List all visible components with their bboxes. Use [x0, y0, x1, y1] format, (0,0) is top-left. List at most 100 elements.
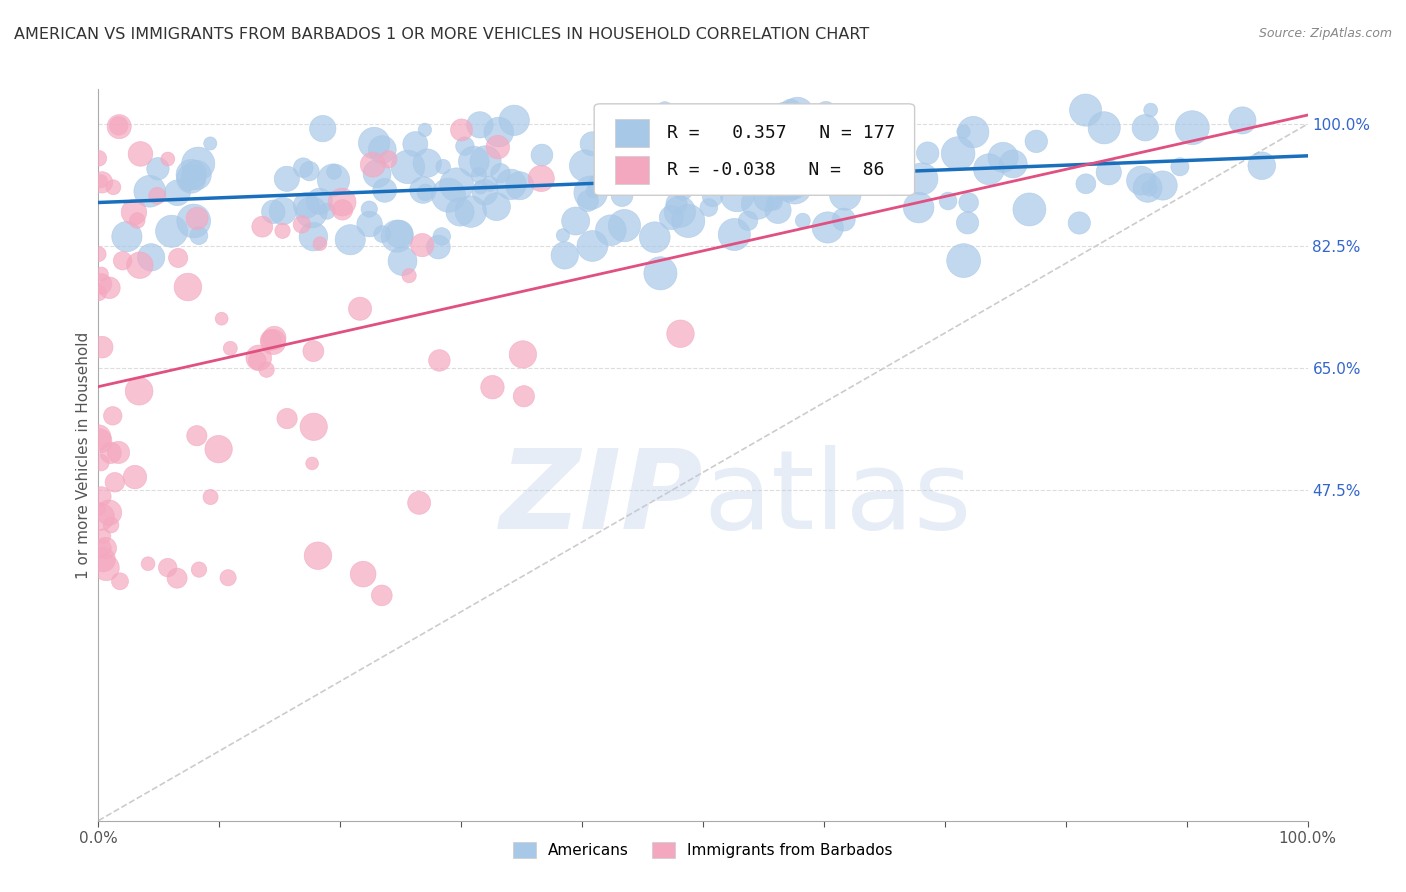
Point: [956, 216, 979, 230]
Point: [90, 490, 112, 504]
Point: [957, 195, 980, 210]
Point: [576, 194, 599, 208]
Point: [599, 223, 621, 237]
Point: [613, 219, 636, 233]
Point: [391, 254, 413, 268]
Point: [91, 541, 114, 555]
Point: [124, 470, 146, 484]
Point: [474, 154, 496, 169]
Point: [685, 170, 707, 185]
FancyBboxPatch shape: [614, 156, 648, 184]
Point: [309, 236, 332, 251]
Point: [108, 120, 131, 134]
Point: [1168, 160, 1191, 174]
Point: [330, 195, 353, 210]
Point: [122, 205, 145, 219]
Point: [262, 334, 284, 349]
Legend: Americans, Immigrants from Barbados: Americans, Immigrants from Barbados: [508, 836, 898, 864]
Point: [637, 174, 659, 188]
Point: [302, 344, 325, 359]
Point: [1018, 202, 1040, 217]
Point: [817, 220, 839, 235]
Point: [884, 172, 907, 186]
Point: [779, 103, 801, 117]
Point: [187, 157, 209, 171]
Point: [323, 165, 346, 179]
Point: [485, 200, 508, 214]
Point: [633, 134, 655, 148]
Point: [554, 248, 576, 262]
Point: [186, 428, 208, 442]
Point: [96, 561, 118, 575]
Point: [292, 161, 315, 175]
Point: [786, 106, 808, 120]
Point: [200, 136, 222, 151]
Point: [91, 552, 114, 566]
Point: [219, 341, 242, 355]
Point: [247, 351, 270, 365]
Point: [398, 268, 420, 283]
Point: [845, 170, 868, 185]
Point: [246, 353, 269, 368]
Point: [474, 185, 496, 199]
Point: [361, 158, 384, 172]
Point: [582, 184, 605, 198]
Point: [460, 204, 482, 219]
Point: [658, 178, 681, 192]
Point: [880, 167, 903, 181]
Point: [167, 251, 190, 265]
Point: [404, 137, 426, 152]
Point: [352, 567, 374, 582]
Point: [302, 419, 325, 434]
Point: [127, 213, 149, 227]
Point: [870, 155, 893, 169]
Point: [128, 384, 150, 399]
Point: [503, 113, 526, 128]
Point: [676, 214, 699, 228]
Point: [91, 340, 114, 354]
Point: [177, 176, 200, 190]
Point: [488, 125, 510, 139]
Point: [90, 456, 112, 470]
Point: [1139, 181, 1161, 195]
Point: [773, 131, 796, 145]
Point: [463, 154, 485, 169]
Point: [359, 217, 381, 231]
Point: [917, 146, 939, 161]
Point: [702, 189, 724, 203]
Point: [852, 147, 875, 161]
Point: [832, 161, 855, 175]
Point: [672, 184, 695, 198]
Point: [156, 152, 179, 166]
Point: [339, 233, 361, 247]
Point: [385, 229, 408, 244]
Point: [430, 229, 453, 244]
Point: [108, 574, 131, 589]
Point: [756, 190, 779, 204]
Point: [834, 168, 856, 182]
Point: [388, 227, 411, 241]
Text: Source: ZipAtlas.com: Source: ZipAtlas.com: [1258, 27, 1392, 40]
Point: [377, 153, 399, 167]
Point: [87, 430, 110, 444]
Point: [1025, 134, 1047, 148]
Point: [697, 201, 720, 215]
Point: [911, 171, 934, 186]
Point: [413, 123, 436, 137]
Point: [437, 188, 460, 202]
Point: [301, 457, 323, 471]
Point: [588, 178, 610, 192]
Point: [574, 159, 596, 173]
Point: [641, 172, 664, 186]
Point: [783, 180, 806, 194]
Point: [98, 506, 121, 520]
Point: [839, 178, 862, 192]
Point: [252, 219, 274, 234]
Point: [103, 180, 125, 194]
Point: [669, 204, 692, 219]
Point: [263, 331, 285, 345]
Point: [371, 143, 394, 157]
Point: [366, 167, 388, 181]
Point: [308, 194, 330, 209]
Point: [499, 178, 522, 192]
